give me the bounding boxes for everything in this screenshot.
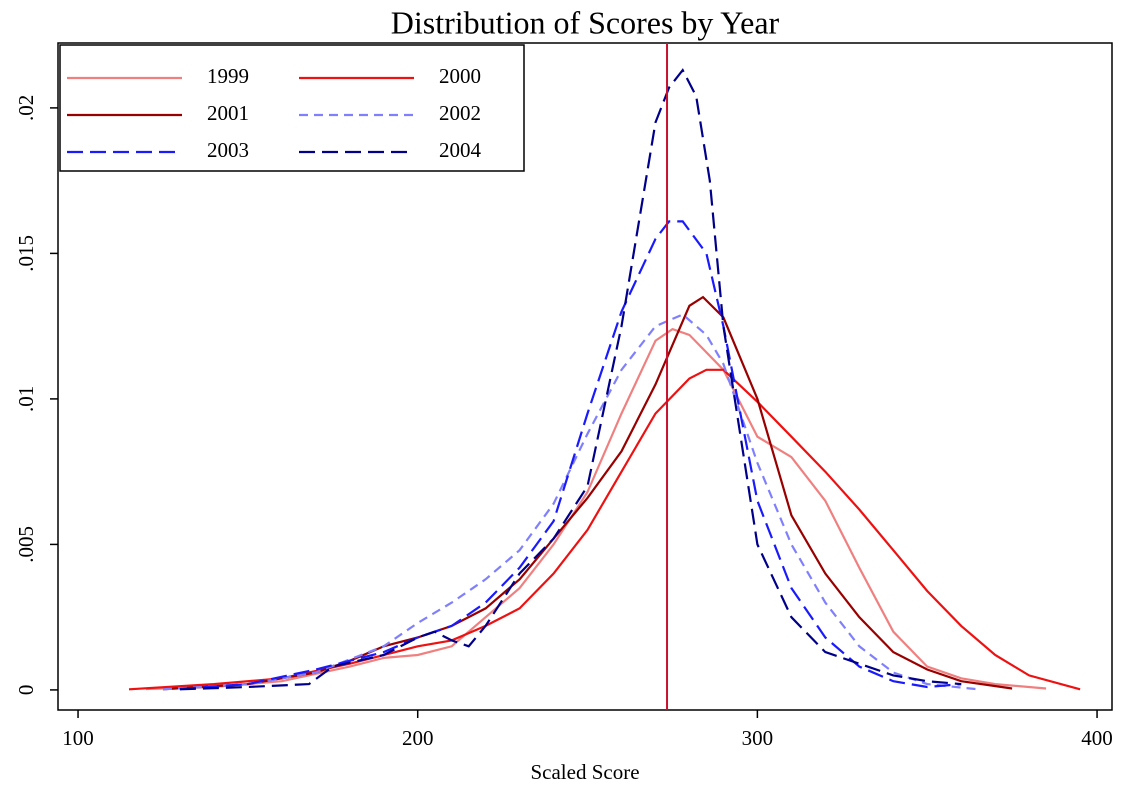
y-tick-label: .005 [14,526,38,563]
data-line [162,295,1013,691]
y-tick-label: 0 [14,685,38,696]
x-tick-label: 100 [62,726,94,750]
x-tick-label: 400 [1081,726,1113,750]
legend-label: 1999 [207,64,249,88]
legend-label: 2000 [439,64,481,88]
data-line [162,313,979,691]
x-axis-label: Scaled Score [530,760,639,784]
y-tick-label: .01 [14,386,38,412]
y-tick-label: .015 [14,235,38,272]
plot-frame [57,42,1113,711]
x-tick-label: 200 [402,726,434,750]
legend-label: 2001 [207,101,249,125]
data-line [128,368,1081,691]
legend-label: 2002 [439,101,481,125]
y-tick-label: .02 [14,95,38,121]
data-line [179,68,962,691]
legend-label: 2004 [439,138,482,162]
data-line [145,327,1047,691]
chart-title: Distribution of Scores by Year [391,4,780,40]
data-line [179,220,962,691]
legend-label: 2003 [207,138,249,162]
legend-box [59,44,525,172]
x-tick-label: 300 [742,726,774,750]
